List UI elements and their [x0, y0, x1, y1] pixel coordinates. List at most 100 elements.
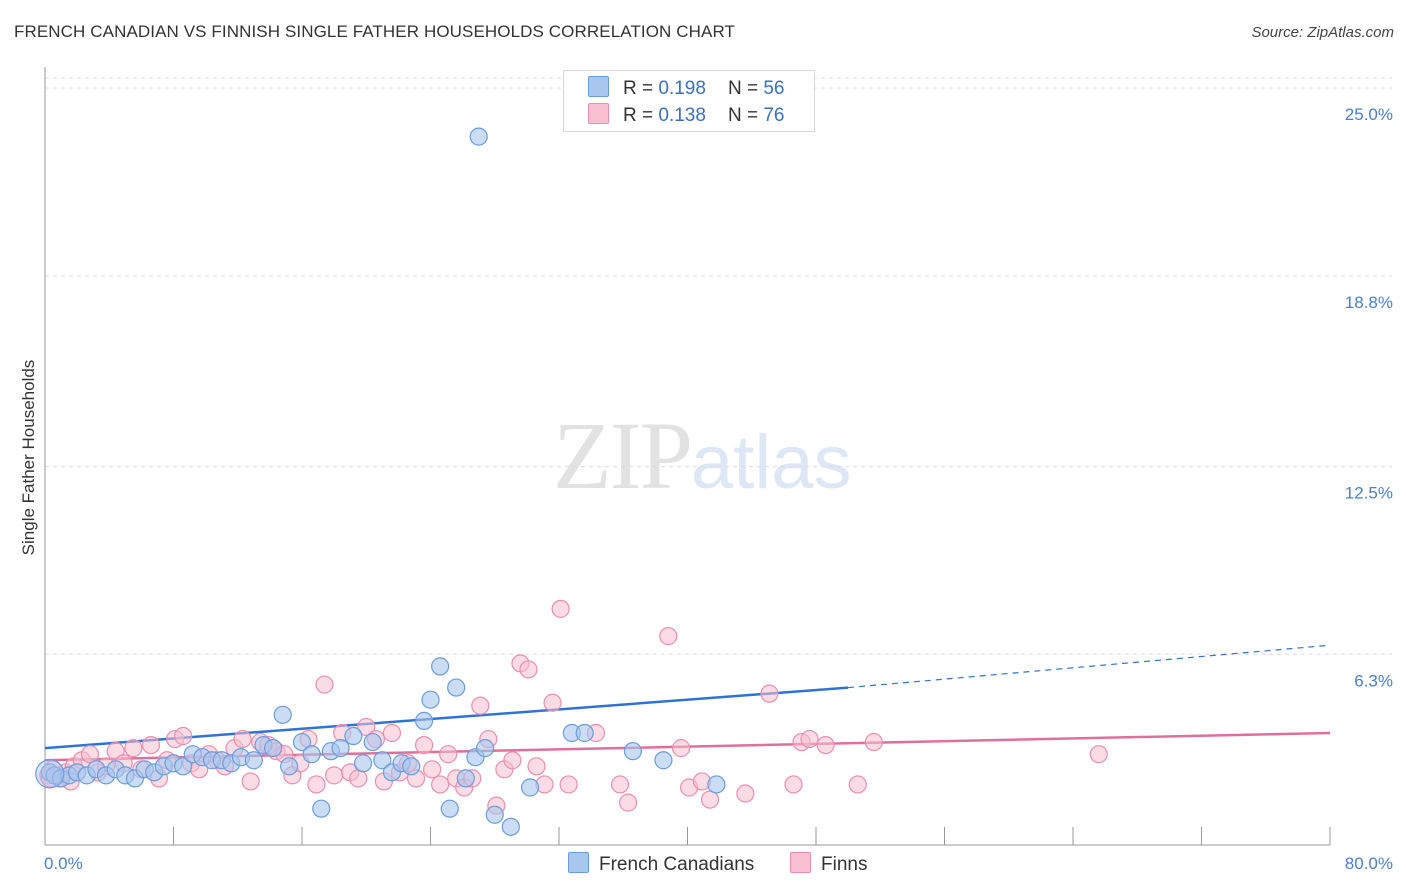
french-canadians-point	[292, 732, 312, 752]
finns-point	[431, 775, 450, 794]
french-canadians-trend-extension	[848, 644, 1331, 689]
grid-lines	[45, 77, 1392, 655]
finns-point	[241, 772, 260, 791]
x-tick-label-min: 0.0%	[44, 854, 83, 873]
french-canadians-point-cluster	[35, 759, 65, 789]
french-canadians-point	[373, 751, 392, 770]
bottom-legend-french-canadians: French Canadians	[568, 852, 754, 876]
watermark-zip: ZIP	[553, 402, 693, 509]
bottom-legend-finns: Finns	[790, 852, 867, 876]
legend-r-label: R =	[623, 105, 654, 126]
french-canadians-point	[402, 757, 421, 776]
legend-swatch-pink	[588, 103, 609, 124]
finns-point	[659, 627, 678, 646]
french-canadians-point	[421, 690, 440, 709]
finns-point	[848, 775, 867, 794]
french-canadians-point	[244, 751, 263, 770]
french-canadians-point	[363, 732, 382, 752]
y-tick-label: 6.3%	[1354, 671, 1393, 690]
french-canadians-point	[431, 657, 450, 676]
finns-point	[610, 775, 630, 794]
finns-point	[349, 769, 368, 788]
french-canadians-point	[623, 742, 642, 761]
french-canadians-trend-line	[44, 686, 849, 750]
legend-n-value: 56	[763, 78, 785, 99]
finns-point	[315, 675, 334, 694]
french-canadians-point	[520, 778, 540, 797]
legend-r-label: R =	[623, 78, 654, 99]
watermark: ZIPatlas	[553, 400, 852, 511]
finns-point	[784, 775, 803, 794]
chart-title: FRENCH CANADIAN VS FINNISH SINGLE FATHER…	[14, 22, 735, 41]
y-tick-label: 25.0%	[1345, 105, 1393, 124]
french-canadians-point	[456, 769, 475, 788]
french-canadians-point	[707, 775, 726, 794]
finns-point	[800, 729, 819, 749]
french-canadians-point	[485, 805, 504, 824]
finns-point	[471, 696, 490, 715]
french-canadians-point	[501, 817, 520, 836]
finns-point	[618, 793, 638, 812]
french-canadians-point	[302, 745, 321, 764]
y-tick-label: 12.5%	[1345, 484, 1393, 503]
finns-point	[551, 599, 570, 618]
finns-point	[736, 784, 755, 803]
finns-point	[864, 732, 883, 752]
legend-row-finns: R = 0.138 N = 76	[588, 103, 784, 127]
legend-n-label: N =	[727, 105, 759, 126]
french-canadians-point	[273, 705, 292, 724]
y-tick-label: 18.8%	[1345, 293, 1393, 312]
finns-point	[423, 760, 442, 779]
finns-point	[816, 735, 835, 755]
finns-point	[700, 790, 720, 809]
finns-point	[439, 745, 458, 764]
axes	[44, 67, 1331, 846]
french-canadians-point	[280, 757, 299, 776]
french-canadians-point	[654, 751, 673, 770]
finns-point	[519, 660, 538, 679]
french-canadians-point	[414, 711, 434, 730]
legend-n-label: N =	[727, 78, 759, 99]
legend-row-french-canadians: R = 0.198 N = 56	[588, 76, 784, 100]
finns-point	[357, 717, 376, 737]
finns-point	[671, 739, 691, 758]
finns-point	[233, 729, 252, 749]
watermark-atlas: atlas	[691, 420, 852, 505]
finns-point	[141, 735, 161, 755]
french-canadians-point	[447, 678, 466, 697]
finns-point	[174, 726, 193, 746]
french-canadians-point	[575, 723, 594, 743]
bottom-legend-label: French Canadians	[599, 854, 755, 875]
legend-r-value: 0.138	[658, 105, 706, 126]
correlation-legend: R = 0.198 N = 56 R = 0.138 N = 76	[563, 70, 815, 132]
finns-point	[503, 751, 522, 770]
finns-point	[760, 684, 779, 703]
french-canadians-point	[476, 739, 495, 758]
y-axis-title: Single Father Households	[19, 360, 38, 556]
finns-point	[1089, 745, 1108, 764]
bottom-legend-swatch-blue	[568, 852, 589, 873]
finns-point	[543, 693, 562, 712]
french-canadians-point	[469, 127, 488, 146]
finns-point	[559, 775, 578, 794]
bottom-legend-swatch-pink	[790, 852, 811, 873]
legend-r-value: 0.198	[658, 78, 706, 99]
finns-point	[527, 757, 546, 776]
french-canadians-points	[35, 127, 726, 836]
french-canadians-point	[440, 799, 459, 818]
finns-point	[80, 745, 100, 764]
french-canadians-point	[331, 739, 350, 758]
bottom-legend-label: Finns	[821, 854, 868, 875]
finns-point	[382, 723, 402, 743]
french-canadians-point	[312, 799, 331, 818]
x-tick-label-max: 80.0%	[1345, 854, 1393, 873]
finns-point	[124, 739, 143, 758]
legend-swatch-blue	[588, 76, 609, 97]
source-label: Source: ZipAtlas.com	[1251, 24, 1394, 41]
french-canadians-point	[263, 739, 283, 758]
french-canadians-point	[174, 757, 193, 776]
tick-labels: 6.3% 12.5% 18.8% 25.0% 0.0% 80.0% Single Fathe…	[19, 105, 1393, 873]
finns-point	[325, 766, 344, 785]
legend-n-value: 76	[763, 105, 785, 126]
